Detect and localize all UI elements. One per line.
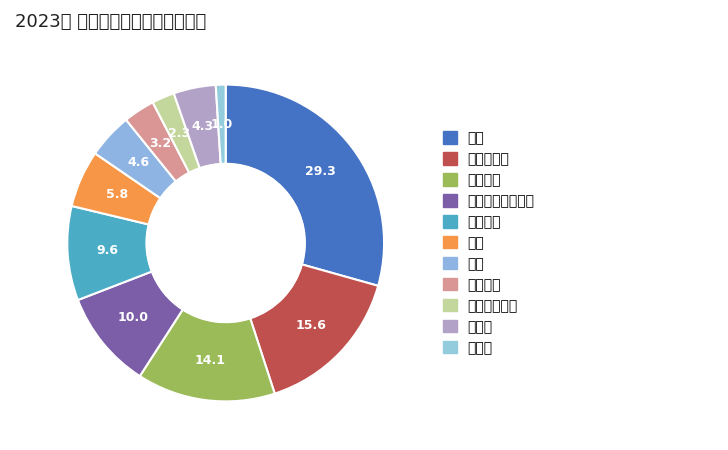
- Text: 14.1: 14.1: [195, 354, 226, 367]
- Text: 15.6: 15.6: [296, 319, 327, 332]
- Circle shape: [146, 164, 305, 322]
- Wedge shape: [250, 265, 378, 394]
- Text: 総　額: 総 額: [210, 218, 241, 236]
- Wedge shape: [126, 103, 189, 181]
- Wedge shape: [67, 206, 152, 300]
- Text: 5.5億円: 5.5億円: [202, 255, 249, 273]
- Wedge shape: [78, 271, 183, 376]
- Text: 9.6: 9.6: [96, 244, 118, 257]
- Wedge shape: [95, 120, 176, 198]
- Wedge shape: [174, 85, 221, 168]
- Wedge shape: [71, 153, 160, 225]
- Text: 2023年 輸出相手国のシェア（％）: 2023年 輸出相手国のシェア（％）: [15, 14, 206, 32]
- Wedge shape: [226, 85, 384, 286]
- Wedge shape: [215, 85, 226, 164]
- Text: 3.2: 3.2: [149, 137, 172, 150]
- Legend: 中国, ミャンマー, メキシコ, アラブ首長国連邦, ベトナム, 米国, 香港, イタリア, インドネシア, トルコ, その他: 中国, ミャンマー, メキシコ, アラブ首長国連邦, ベトナム, 米国, 香港,…: [438, 127, 539, 359]
- Text: 2.3: 2.3: [167, 127, 190, 140]
- Text: 4.3: 4.3: [191, 120, 213, 133]
- Wedge shape: [153, 93, 199, 173]
- Text: 1.0: 1.0: [211, 118, 233, 131]
- Text: 4.6: 4.6: [127, 156, 149, 169]
- Wedge shape: [140, 310, 274, 401]
- Text: 5.8: 5.8: [106, 188, 128, 201]
- Text: 10.0: 10.0: [118, 311, 149, 324]
- Text: 29.3: 29.3: [305, 165, 336, 178]
